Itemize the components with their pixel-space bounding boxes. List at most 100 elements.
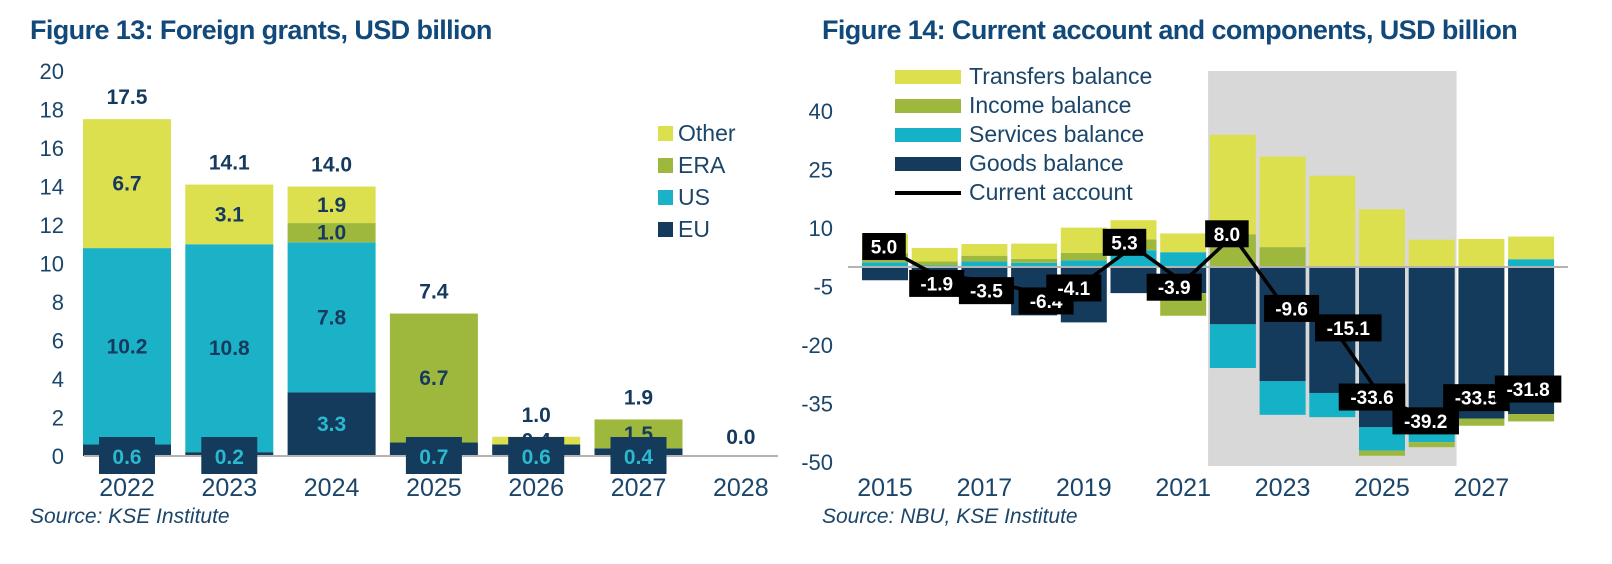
fig13-bar-segment-era-2024 — [287, 223, 376, 243]
fig13-y-tick-label: 6 — [52, 329, 64, 354]
fig13-legend: Other ERA US EU — [658, 117, 736, 245]
legend-label: Current account — [969, 179, 1133, 205]
fig13-total-label: 0.0 — [726, 426, 755, 449]
us-swatch-icon — [658, 189, 673, 205]
fig13-total-label: 14.0 — [311, 154, 352, 177]
fig13-y-tick-label: 14 — [40, 175, 64, 200]
fig13-segment-label: 1.9 — [317, 194, 346, 217]
fig14-title: Figure 14: Current account and component… — [822, 15, 1518, 45]
fig14-bar-segment-2018 — [1011, 258, 1058, 263]
fig13-total-label: 7.4 — [419, 281, 449, 304]
fig13-source: Source: KSE Institute — [30, 505, 230, 528]
fig14-bar-segment-2015 — [862, 262, 908, 267]
eu-swatch-icon — [658, 221, 673, 237]
fig13-y-tick-label: 18 — [40, 98, 64, 123]
fig13-segment-label: 0.2 — [215, 446, 244, 469]
fig13-segment-label: 6.7 — [419, 367, 448, 390]
income-swatch-icon — [895, 98, 961, 113]
fig13-segment-label: 6.7 — [112, 173, 141, 196]
fig14-bar-segment-2028 — [1508, 414, 1555, 422]
fig13-eu-label-box — [201, 437, 258, 474]
fig14-bar-segment-2028 — [1508, 236, 1555, 260]
fig14-source: Source: NBU, KSE Institute — [822, 505, 1078, 528]
fig14-line-label: -33.6 — [1350, 388, 1393, 409]
fig14-bar-segment-2022 — [1209, 134, 1256, 235]
fig14-bar-segment-2019 — [1060, 260, 1107, 267]
fig14-legend: Transfers balance Income balance Service… — [895, 62, 1152, 207]
fig14-bar-segment-2025 — [1359, 209, 1405, 267]
fig13-y-tick-label: 12 — [40, 213, 64, 238]
fig13-x-tick-label: 2023 — [201, 474, 257, 502]
fig13-x-tick-label: 2024 — [304, 474, 360, 502]
fig13-y-tick-label: 2 — [52, 406, 64, 431]
fig13-eu-label-box — [99, 437, 155, 474]
fig13-total-label: 17.5 — [107, 86, 148, 109]
legend-item-income-balance: Income balance — [895, 91, 1152, 120]
fig14-line-label-box — [1102, 228, 1147, 256]
fig14-line-label-box — [1494, 375, 1562, 403]
fig14-line-label: -1.9 — [920, 274, 953, 295]
fig13-bar-segment-us-2022 — [83, 248, 171, 445]
fig14-line-label-box — [1315, 314, 1382, 342]
fig14-line-label: -4.1 — [1057, 279, 1090, 300]
transfers-swatch-icon — [895, 69, 961, 84]
fig14-y-tick-label: -20 — [801, 333, 833, 358]
fig13-segment-label: 7.8 — [317, 306, 347, 329]
fig14-x-tick-label: 2025 — [1354, 474, 1410, 502]
fig14-bar-segment-2016 — [911, 247, 958, 262]
fig14-bar-segment-2026 — [1408, 430, 1455, 443]
fig14-bar-segment-2027 — [1458, 238, 1505, 267]
fig14-bar-segment-2026 — [1408, 239, 1455, 267]
fig14-line-label: -31.8 — [1506, 380, 1549, 401]
fig14-bar-segment-2023 — [1259, 156, 1306, 248]
fig13-bar-segment-era-2025 — [389, 313, 478, 443]
fig14-bar-segment-2018 — [1011, 262, 1058, 267]
fig14-line-label-box — [862, 233, 906, 260]
legend-label: EU — [678, 215, 710, 242]
fig13-segment-label: 0.4 — [522, 430, 552, 453]
fig14-line-label-box — [958, 277, 1014, 305]
legend-item-goods-balance: Goods balance — [895, 149, 1152, 178]
fig14-bar-segment-2019 — [1060, 227, 1107, 253]
fig14-line-label-box — [1338, 383, 1406, 411]
fig14-bar-segment-2017 — [961, 261, 1008, 267]
legend-item-eu: EU — [658, 213, 736, 245]
legend-label: ERA — [678, 151, 726, 178]
fig13-x-tick-label: 2025 — [406, 474, 462, 502]
fig14-bar-segment-2025 — [1359, 450, 1405, 456]
fig14-bar-segment-2018 — [1011, 243, 1058, 259]
fig13-y-tick-label: 16 — [40, 136, 64, 161]
fig14-bar-segment-2023 — [1259, 381, 1306, 415]
legend-item-current-account: Current account — [895, 178, 1152, 207]
fig14-y-tick-label: -35 — [801, 392, 833, 417]
fig14-line-label-box — [1264, 294, 1320, 322]
fig14-bar-segment-2023 — [1259, 247, 1306, 267]
fig13-segment-label: 1.0 — [317, 222, 346, 245]
fig14-y-tick-label: 10 — [809, 216, 833, 241]
fig14-line-label: -15.1 — [1327, 319, 1371, 340]
fig13-segment-label: 0.4 — [624, 446, 654, 469]
legend-label: Income balance — [969, 92, 1132, 118]
fig14-x-tick-label: 2015 — [857, 474, 913, 502]
legend-item-us: US — [658, 181, 736, 213]
fig14-x-tick-label: 2019 — [1056, 474, 1112, 502]
fig13-y-tick-label: 20 — [40, 59, 64, 84]
fig13-y-tick-label: 4 — [52, 367, 64, 392]
fig13-segment-label: 3.1 — [215, 203, 245, 226]
fig14-bar-segment-2017 — [961, 243, 1008, 256]
fig14-line-label-box — [1046, 274, 1102, 302]
fig14-bar-segment-2022 — [1209, 324, 1256, 369]
fig14-line-label: 8.0 — [1214, 225, 1240, 246]
fig14-line-label-box — [1392, 407, 1459, 435]
fig14-line-label: 5.0 — [871, 238, 897, 259]
fig14-bar-segment-2024 — [1309, 175, 1356, 267]
fig13-segment-label: 0.6 — [522, 446, 551, 469]
fig14-line-label: -9.6 — [1275, 299, 1308, 320]
fig14-x-tick-label: 2023 — [1255, 474, 1311, 502]
fig14-bar-segment-2021 — [1160, 233, 1207, 253]
fig14-line-label: -39.2 — [1404, 412, 1447, 433]
fig13-title: Figure 13: Foreign grants, USD billion — [30, 15, 492, 45]
fig14-line-label: 5.3 — [1111, 233, 1137, 254]
fig14-bar-segment-2026 — [1408, 442, 1455, 448]
